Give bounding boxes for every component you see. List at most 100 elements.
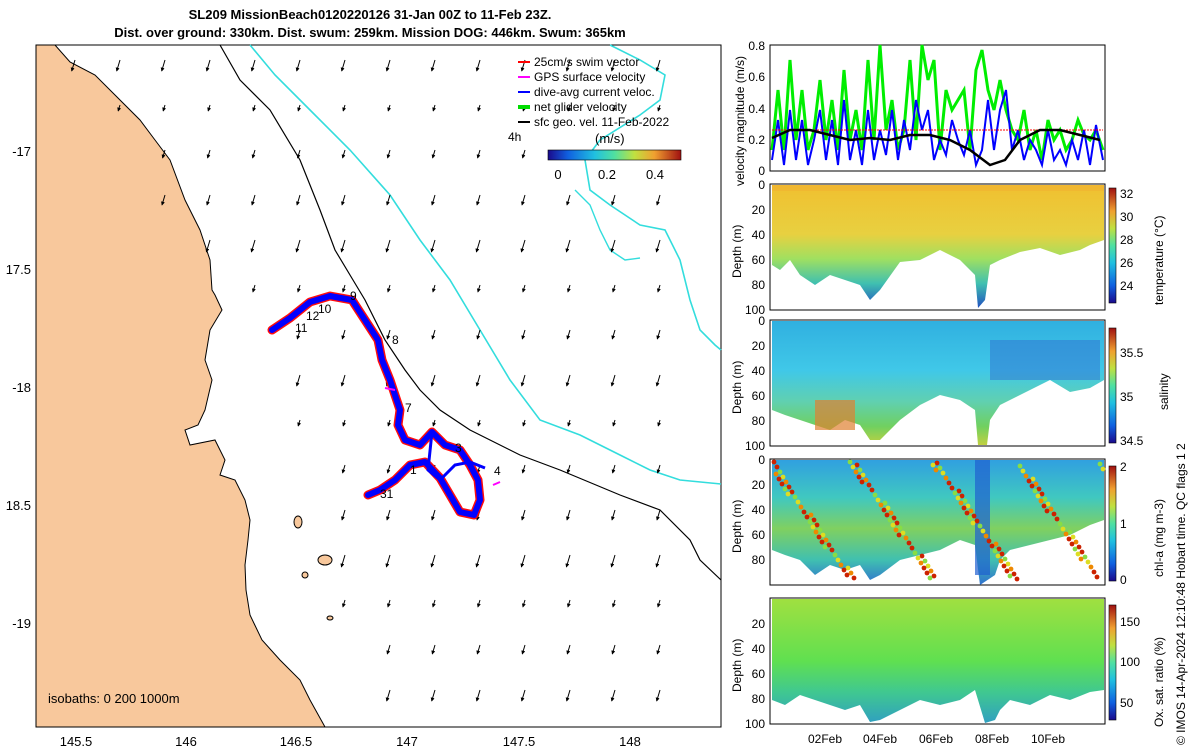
velocity-arrow — [387, 104, 392, 112]
y-tick-label: 18.5 — [6, 498, 31, 513]
cbar-tick: 1 — [1120, 517, 1127, 531]
velocity-arrow — [431, 194, 436, 206]
velocity-arrow — [430, 689, 436, 702]
chla-sample-dot — [918, 560, 924, 566]
x-tick-label: 148 — [619, 734, 641, 749]
velocity-arrow — [522, 419, 527, 427]
velocity-arrow — [340, 59, 346, 72]
velocity-arrow — [296, 149, 301, 159]
velocity-arrow — [432, 104, 437, 112]
x-tick-label: 146 — [175, 734, 197, 749]
chla-sample-dot — [1082, 554, 1088, 560]
chla-sample-dot — [804, 514, 810, 520]
velocity-arrow — [476, 329, 481, 340]
chla-sample-dot — [811, 517, 817, 523]
velocity-panel[interactable]: 0 0.2 0.4 0.6 0.8 velocity magnitude (m/… — [733, 39, 1106, 186]
velocity-arrow — [655, 554, 661, 568]
chla-sample-dot — [1001, 563, 1007, 569]
velocity-arrow — [387, 419, 392, 427]
velocity-arrow — [566, 329, 571, 340]
arrow-scale-label: 4h — [508, 130, 521, 144]
velocity-arrow — [296, 194, 301, 206]
velocity-arrow — [476, 194, 481, 206]
chla-sample-dot — [919, 553, 925, 559]
chla-sample-dot — [856, 474, 862, 480]
chla-sample-dot — [780, 474, 786, 480]
waypoint-labels: 9 10 12 11 8 7 1 3 4 31 — [295, 289, 501, 501]
chla-sample-dot — [900, 530, 906, 536]
chla-sample-dot — [816, 534, 822, 540]
velocity-arrow — [521, 149, 526, 159]
x-tick-label: 147 — [396, 734, 418, 749]
cbar-tick: 35.5 — [1120, 346, 1144, 360]
velocity-arrow — [386, 509, 391, 521]
chla-sample-dot — [863, 477, 869, 483]
oxygen-panel[interactable]: 20 40 60 80 100 Depth (m) 150 100 50 Ox.… — [730, 597, 1166, 746]
velocity-arrow — [476, 149, 481, 159]
chla-sample-dot — [1014, 576, 1020, 582]
y-tick-label: 60 — [752, 667, 766, 681]
chla-sample-dot — [872, 492, 878, 498]
chla-sample-dot — [884, 512, 890, 518]
chla-sample-dot — [838, 562, 844, 568]
velocity-arrow — [430, 59, 436, 72]
figure-title-line2: Dist. over ground: 330km. Dist. swum: 25… — [114, 25, 626, 40]
chla-panel[interactable]: 0 20 40 60 80 Depth (m) 2 1 0 chl-a (mg … — [730, 453, 1166, 587]
chla-sample-dot — [885, 505, 891, 511]
y-tick-label: 80 — [752, 692, 766, 706]
velocity-arrow — [566, 599, 571, 608]
chla-sample-dot — [989, 543, 995, 549]
temperature-panel[interactable]: 0 20 40 60 80 100 Depth (m) 32 30 28 26 … — [730, 178, 1166, 317]
temperature-section — [772, 185, 1104, 308]
y-tick-label: 0.6 — [748, 70, 765, 84]
chla-sample-dot — [961, 505, 967, 511]
waypoint-label: 1 — [410, 463, 417, 477]
isobaths-label: isobaths: 0 200 1000m — [48, 691, 180, 706]
chla-sample-dot — [773, 471, 779, 477]
chla-sample-dot — [949, 485, 955, 491]
colorbar-label: (m/s) — [595, 131, 625, 146]
y-tick-label: 80 — [752, 414, 766, 428]
chla-sample-dot — [974, 518, 980, 524]
salinity-panel[interactable]: 0 20 40 60 80 100 Depth (m) 35.5 35 34.5… — [730, 314, 1171, 453]
salinity-cbar-label: salinity — [1157, 373, 1171, 410]
velocity-arrow — [341, 149, 346, 159]
y-tick-label: 80 — [752, 278, 766, 292]
chla-sample-dot — [869, 487, 875, 493]
chla-sample-dot — [897, 525, 903, 531]
oxygen-y-axis: 20 40 60 80 100 — [745, 617, 765, 731]
y-tick-label: 100 — [745, 439, 765, 453]
chla-sample-dot — [1004, 568, 1010, 574]
chla-sample-dot — [925, 563, 931, 569]
chla-sample-dot — [930, 462, 936, 468]
waypoint-label: 8 — [392, 333, 399, 347]
chla-sample-dot — [1033, 481, 1039, 487]
chla-sample-dot — [1020, 468, 1026, 474]
y-tick-label: 17.5 — [6, 262, 31, 277]
velocity-arrow — [521, 284, 526, 293]
chla-section — [772, 460, 1104, 585]
chla-sample-dot — [881, 507, 887, 513]
chla-sample-dot — [845, 565, 851, 571]
chla-sample-dot — [1085, 559, 1091, 565]
chla-sample-dot — [934, 460, 940, 466]
figure-title-line1: SL209 MissionBeach0120220126 31-Jan 00Z … — [188, 7, 552, 22]
velocity-arrow — [520, 689, 526, 702]
velocity-arrow — [520, 374, 526, 387]
map-panel[interactable]: 9 10 12 11 8 7 1 3 4 31 25cm/s swim vect… — [6, 44, 722, 749]
isobath-200m — [219, 44, 722, 581]
chla-sample-dot — [970, 520, 976, 526]
waypoint-label: 11 — [295, 321, 308, 335]
chla-cbar-label: chl-a (mg m-3) — [1152, 499, 1166, 577]
salinity-colorbar-ticks: 35.5 35 34.5 — [1120, 346, 1144, 448]
chla-sample-dot — [878, 502, 884, 508]
chla-sample-dot — [952, 490, 958, 496]
chla-sample-dot — [912, 550, 918, 556]
x-tick-label: 146.5 — [280, 734, 313, 749]
cbar-tick: 150 — [1120, 615, 1140, 629]
velocity-arrow — [655, 239, 661, 253]
colorbar-tick: 0.4 — [646, 167, 664, 182]
chla-sample-dot — [1045, 501, 1051, 507]
velocity-arrow — [656, 284, 661, 293]
velocity-arrow — [430, 374, 436, 387]
